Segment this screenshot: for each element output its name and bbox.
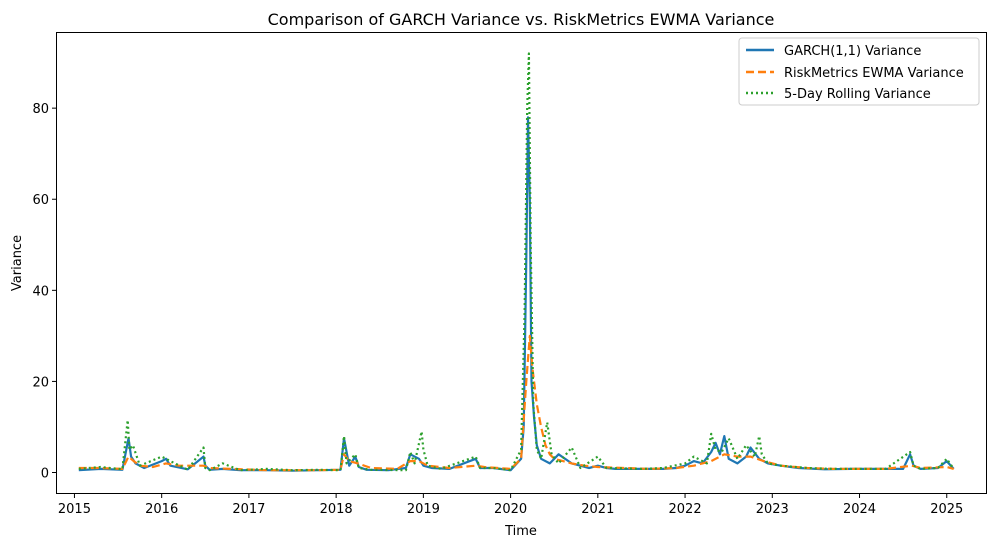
x-tick-label: 2017: [232, 502, 265, 517]
chart-title: Comparison of GARCH Variance vs. RiskMet…: [268, 10, 775, 29]
y-axis-title: Variance: [10, 235, 25, 291]
y-tick-label: 60: [32, 193, 49, 208]
series-line-1: [78, 334, 954, 472]
x-tick-label: 2023: [756, 502, 789, 517]
legend-label-garch: GARCH(1,1) Variance: [784, 44, 921, 59]
x-tick-label: 2018: [320, 502, 353, 517]
legend-label-ewma: RiskMetrics EWMA Variance: [784, 66, 964, 81]
legend-label-rolling: 5-Day Rolling Variance: [784, 87, 931, 102]
x-axis: 2015 2016 2017 2018 2019 2020 2021 2022 2023 2024…: [58, 493, 963, 517]
y-tick-label: 0: [41, 467, 49, 482]
y-tick-label: 80: [32, 102, 49, 117]
y-axis: 0 20 40 60 80: [32, 102, 57, 482]
x-tick-label: 2021: [581, 502, 614, 517]
x-tick-label: 2016: [145, 502, 178, 517]
x-axis-title: Time: [504, 524, 537, 539]
x-tick-label: 2025: [930, 502, 963, 517]
x-tick-label: 2024: [843, 502, 876, 517]
series-line-2: [78, 52, 955, 472]
plot-frame: [56, 32, 987, 494]
legend: GARCH(1,1) Variance RiskMetrics EWMA Var…: [738, 37, 980, 106]
x-tick-label: 2020: [494, 502, 527, 517]
plot-area: [78, 52, 955, 472]
legend-box: [738, 37, 980, 106]
y-tick-label: 40: [32, 284, 49, 299]
series-line-0: [78, 116, 955, 472]
x-tick-label: 2022: [669, 502, 702, 517]
y-tick-label: 20: [32, 375, 49, 390]
x-tick-label: 2015: [58, 502, 91, 517]
x-tick-label: 2019: [407, 502, 440, 517]
